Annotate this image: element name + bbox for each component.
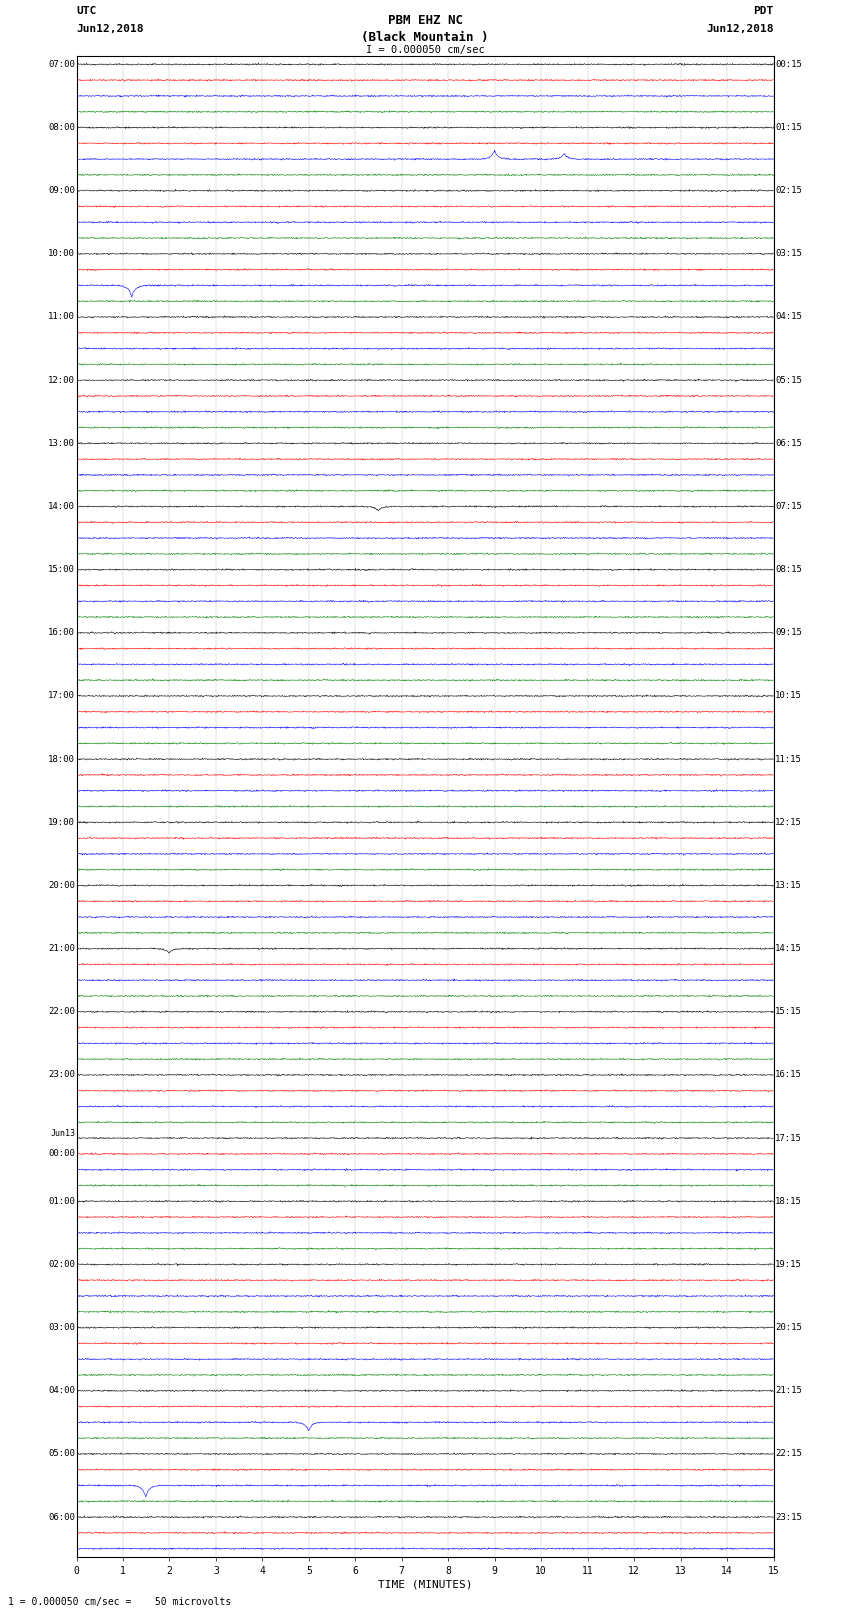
Text: 16:15: 16:15 (775, 1071, 802, 1079)
Text: 19:00: 19:00 (48, 818, 75, 827)
Text: 06:00: 06:00 (48, 1513, 75, 1521)
Text: 21:15: 21:15 (775, 1386, 802, 1395)
Text: 18:00: 18:00 (48, 755, 75, 763)
Text: 05:15: 05:15 (775, 376, 802, 384)
Text: 10:00: 10:00 (48, 250, 75, 258)
Text: I = 0.000050 cm/sec: I = 0.000050 cm/sec (366, 45, 484, 55)
Text: 13:15: 13:15 (775, 881, 802, 890)
Text: 22:15: 22:15 (775, 1450, 802, 1458)
Text: 17:15: 17:15 (775, 1134, 802, 1142)
Text: Jun12,2018: Jun12,2018 (706, 24, 774, 34)
Text: 07:00: 07:00 (48, 60, 75, 69)
Text: 03:00: 03:00 (48, 1323, 75, 1332)
Text: 14:00: 14:00 (48, 502, 75, 511)
Text: 10:15: 10:15 (775, 692, 802, 700)
Text: 12:00: 12:00 (48, 376, 75, 384)
Text: 23:00: 23:00 (48, 1071, 75, 1079)
Text: 12:15: 12:15 (775, 818, 802, 827)
Text: 21:00: 21:00 (48, 944, 75, 953)
Text: 01:15: 01:15 (775, 123, 802, 132)
Text: 22:00: 22:00 (48, 1007, 75, 1016)
Text: 09:15: 09:15 (775, 629, 802, 637)
Text: 07:15: 07:15 (775, 502, 802, 511)
Text: 15:00: 15:00 (48, 565, 75, 574)
Text: 08:00: 08:00 (48, 123, 75, 132)
Text: 14:15: 14:15 (775, 944, 802, 953)
Text: 00:15: 00:15 (775, 60, 802, 69)
Text: 20:00: 20:00 (48, 881, 75, 890)
Text: 02:15: 02:15 (775, 185, 802, 195)
Text: 1 = 0.000050 cm/sec =    50 microvolts: 1 = 0.000050 cm/sec = 50 microvolts (8, 1597, 232, 1607)
Text: 02:00: 02:00 (48, 1260, 75, 1269)
Text: 23:15: 23:15 (775, 1513, 802, 1521)
Text: 08:15: 08:15 (775, 565, 802, 574)
Text: 16:00: 16:00 (48, 629, 75, 637)
Text: 04:15: 04:15 (775, 313, 802, 321)
Text: 19:15: 19:15 (775, 1260, 802, 1269)
Text: 06:15: 06:15 (775, 439, 802, 448)
Text: 15:15: 15:15 (775, 1007, 802, 1016)
Text: PBM EHZ NC: PBM EHZ NC (388, 15, 462, 27)
Text: 11:00: 11:00 (48, 313, 75, 321)
Text: 17:00: 17:00 (48, 692, 75, 700)
Text: 20:15: 20:15 (775, 1323, 802, 1332)
Text: 00:00: 00:00 (48, 1150, 75, 1158)
Text: 05:00: 05:00 (48, 1450, 75, 1458)
Text: PDT: PDT (753, 6, 774, 16)
Text: (Black Mountain ): (Black Mountain ) (361, 31, 489, 44)
Text: Jun13: Jun13 (50, 1129, 75, 1139)
Text: 09:00: 09:00 (48, 185, 75, 195)
Text: 13:00: 13:00 (48, 439, 75, 448)
Text: 03:15: 03:15 (775, 250, 802, 258)
X-axis label: TIME (MINUTES): TIME (MINUTES) (377, 1579, 473, 1590)
Text: 01:00: 01:00 (48, 1197, 75, 1207)
Text: Jun12,2018: Jun12,2018 (76, 24, 144, 34)
Text: 04:00: 04:00 (48, 1386, 75, 1395)
Text: 11:15: 11:15 (775, 755, 802, 763)
Text: 18:15: 18:15 (775, 1197, 802, 1207)
Text: UTC: UTC (76, 6, 97, 16)
